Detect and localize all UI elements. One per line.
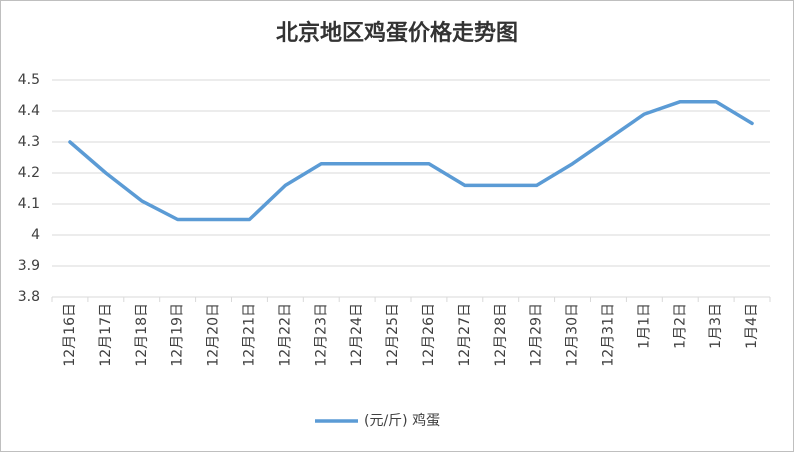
y-tick-label: 4.5 (18, 72, 40, 88)
x-tick-label: 12月22日 (277, 303, 293, 367)
x-tick-label: 1月2日 (672, 303, 688, 349)
y-tick-label: 3.8 (18, 289, 40, 305)
legend-label: (元/斤) 鸡蛋 (364, 412, 440, 429)
x-tick-label: 12月16日 (62, 303, 78, 367)
x-tick-label: 1月4日 (744, 303, 760, 349)
x-tick-label: 12月24日 (349, 303, 365, 367)
y-tick-label: 4.2 (18, 165, 40, 181)
y-tick-label: 4.1 (18, 196, 40, 212)
x-tick-label: 12月27日 (457, 303, 473, 367)
x-tick-label: 12月19日 (170, 303, 186, 367)
x-tick-label: 12月30日 (565, 303, 581, 367)
y-tick-label: 4.3 (18, 134, 40, 150)
x-tick-label: 12月21日 (241, 303, 257, 367)
x-tick-label: 12月20日 (206, 303, 222, 367)
x-tick-label: 12月17日 (98, 303, 114, 367)
x-tick-label: 12月18日 (134, 303, 150, 367)
x-tick-label: 12月29日 (529, 303, 545, 367)
x-tick-label: 12月31日 (600, 303, 616, 367)
x-tick-label: 12月26日 (421, 303, 437, 367)
x-tick-label: 12月23日 (313, 303, 329, 367)
x-tick-label: 1月3日 (708, 303, 724, 349)
y-tick-label: 4.4 (18, 103, 40, 119)
y-tick-label: 4 (31, 227, 40, 243)
y-tick-label: 3.9 (18, 258, 40, 274)
x-tick-label: 12月25日 (385, 303, 401, 367)
x-tick-label: 1月1日 (636, 303, 652, 349)
chart-title: 北京地区鸡蛋价格走势图 (276, 20, 518, 46)
data-line (68, 99, 754, 222)
x-tick-label: 12月28日 (493, 303, 509, 367)
